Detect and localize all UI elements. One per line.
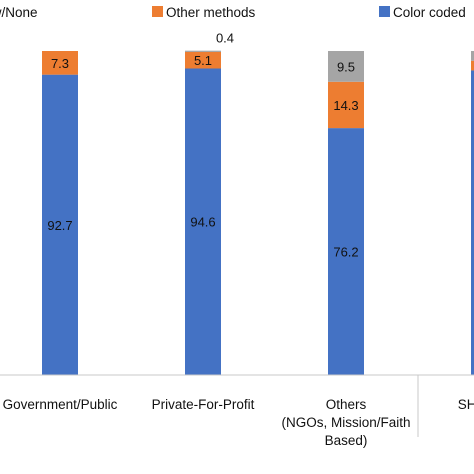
bar-segment — [471, 51, 474, 61]
legend-swatch — [379, 6, 390, 17]
bar-segment — [328, 81, 364, 129]
legend-swatch — [152, 6, 163, 17]
x-axis: Government/Public Private-For-Profit Other… — [0, 374, 474, 448]
bar-segment — [42, 74, 78, 375]
bar-segment — [328, 51, 364, 82]
bar-segment — [471, 70, 474, 375]
legend-label: Other methods — [166, 5, 256, 20]
data-label: 14.3 — [333, 98, 358, 113]
legend-label: know/None — [0, 5, 38, 20]
category-label: Others — [326, 397, 367, 412]
category-label: SHC — [458, 397, 474, 412]
bar-segment — [42, 51, 78, 75]
legend-label: Color coded — [393, 5, 466, 20]
data-label: 0.4 — [216, 31, 234, 46]
bar-segment — [471, 60, 474, 71]
category-label: Private-For-Profit — [152, 397, 255, 412]
data-label: 92.7 — [47, 218, 72, 233]
data-label: 5.1 — [194, 53, 212, 68]
data-label: 9.5 — [337, 59, 355, 74]
data-label: 94.6 — [190, 215, 215, 230]
legend: know/None Other methods Color coded — [0, 5, 466, 20]
bar-segment — [328, 128, 364, 375]
bar-segment — [185, 68, 221, 375]
data-label: 76.2 — [333, 245, 358, 260]
bars — [42, 50, 474, 375]
category-label: Based) — [325, 433, 368, 448]
category-label: Government/Public — [3, 397, 118, 412]
bar-segment — [185, 50, 221, 52]
data-label: 7.3 — [51, 56, 69, 71]
data-labels: 92.7 7.3 94.6 5.1 0.4 76.2 14.3 9.5 — [47, 31, 358, 260]
bar-segment — [185, 51, 221, 69]
category-label: (NGOs, Mission/Faith — [281, 415, 410, 430]
